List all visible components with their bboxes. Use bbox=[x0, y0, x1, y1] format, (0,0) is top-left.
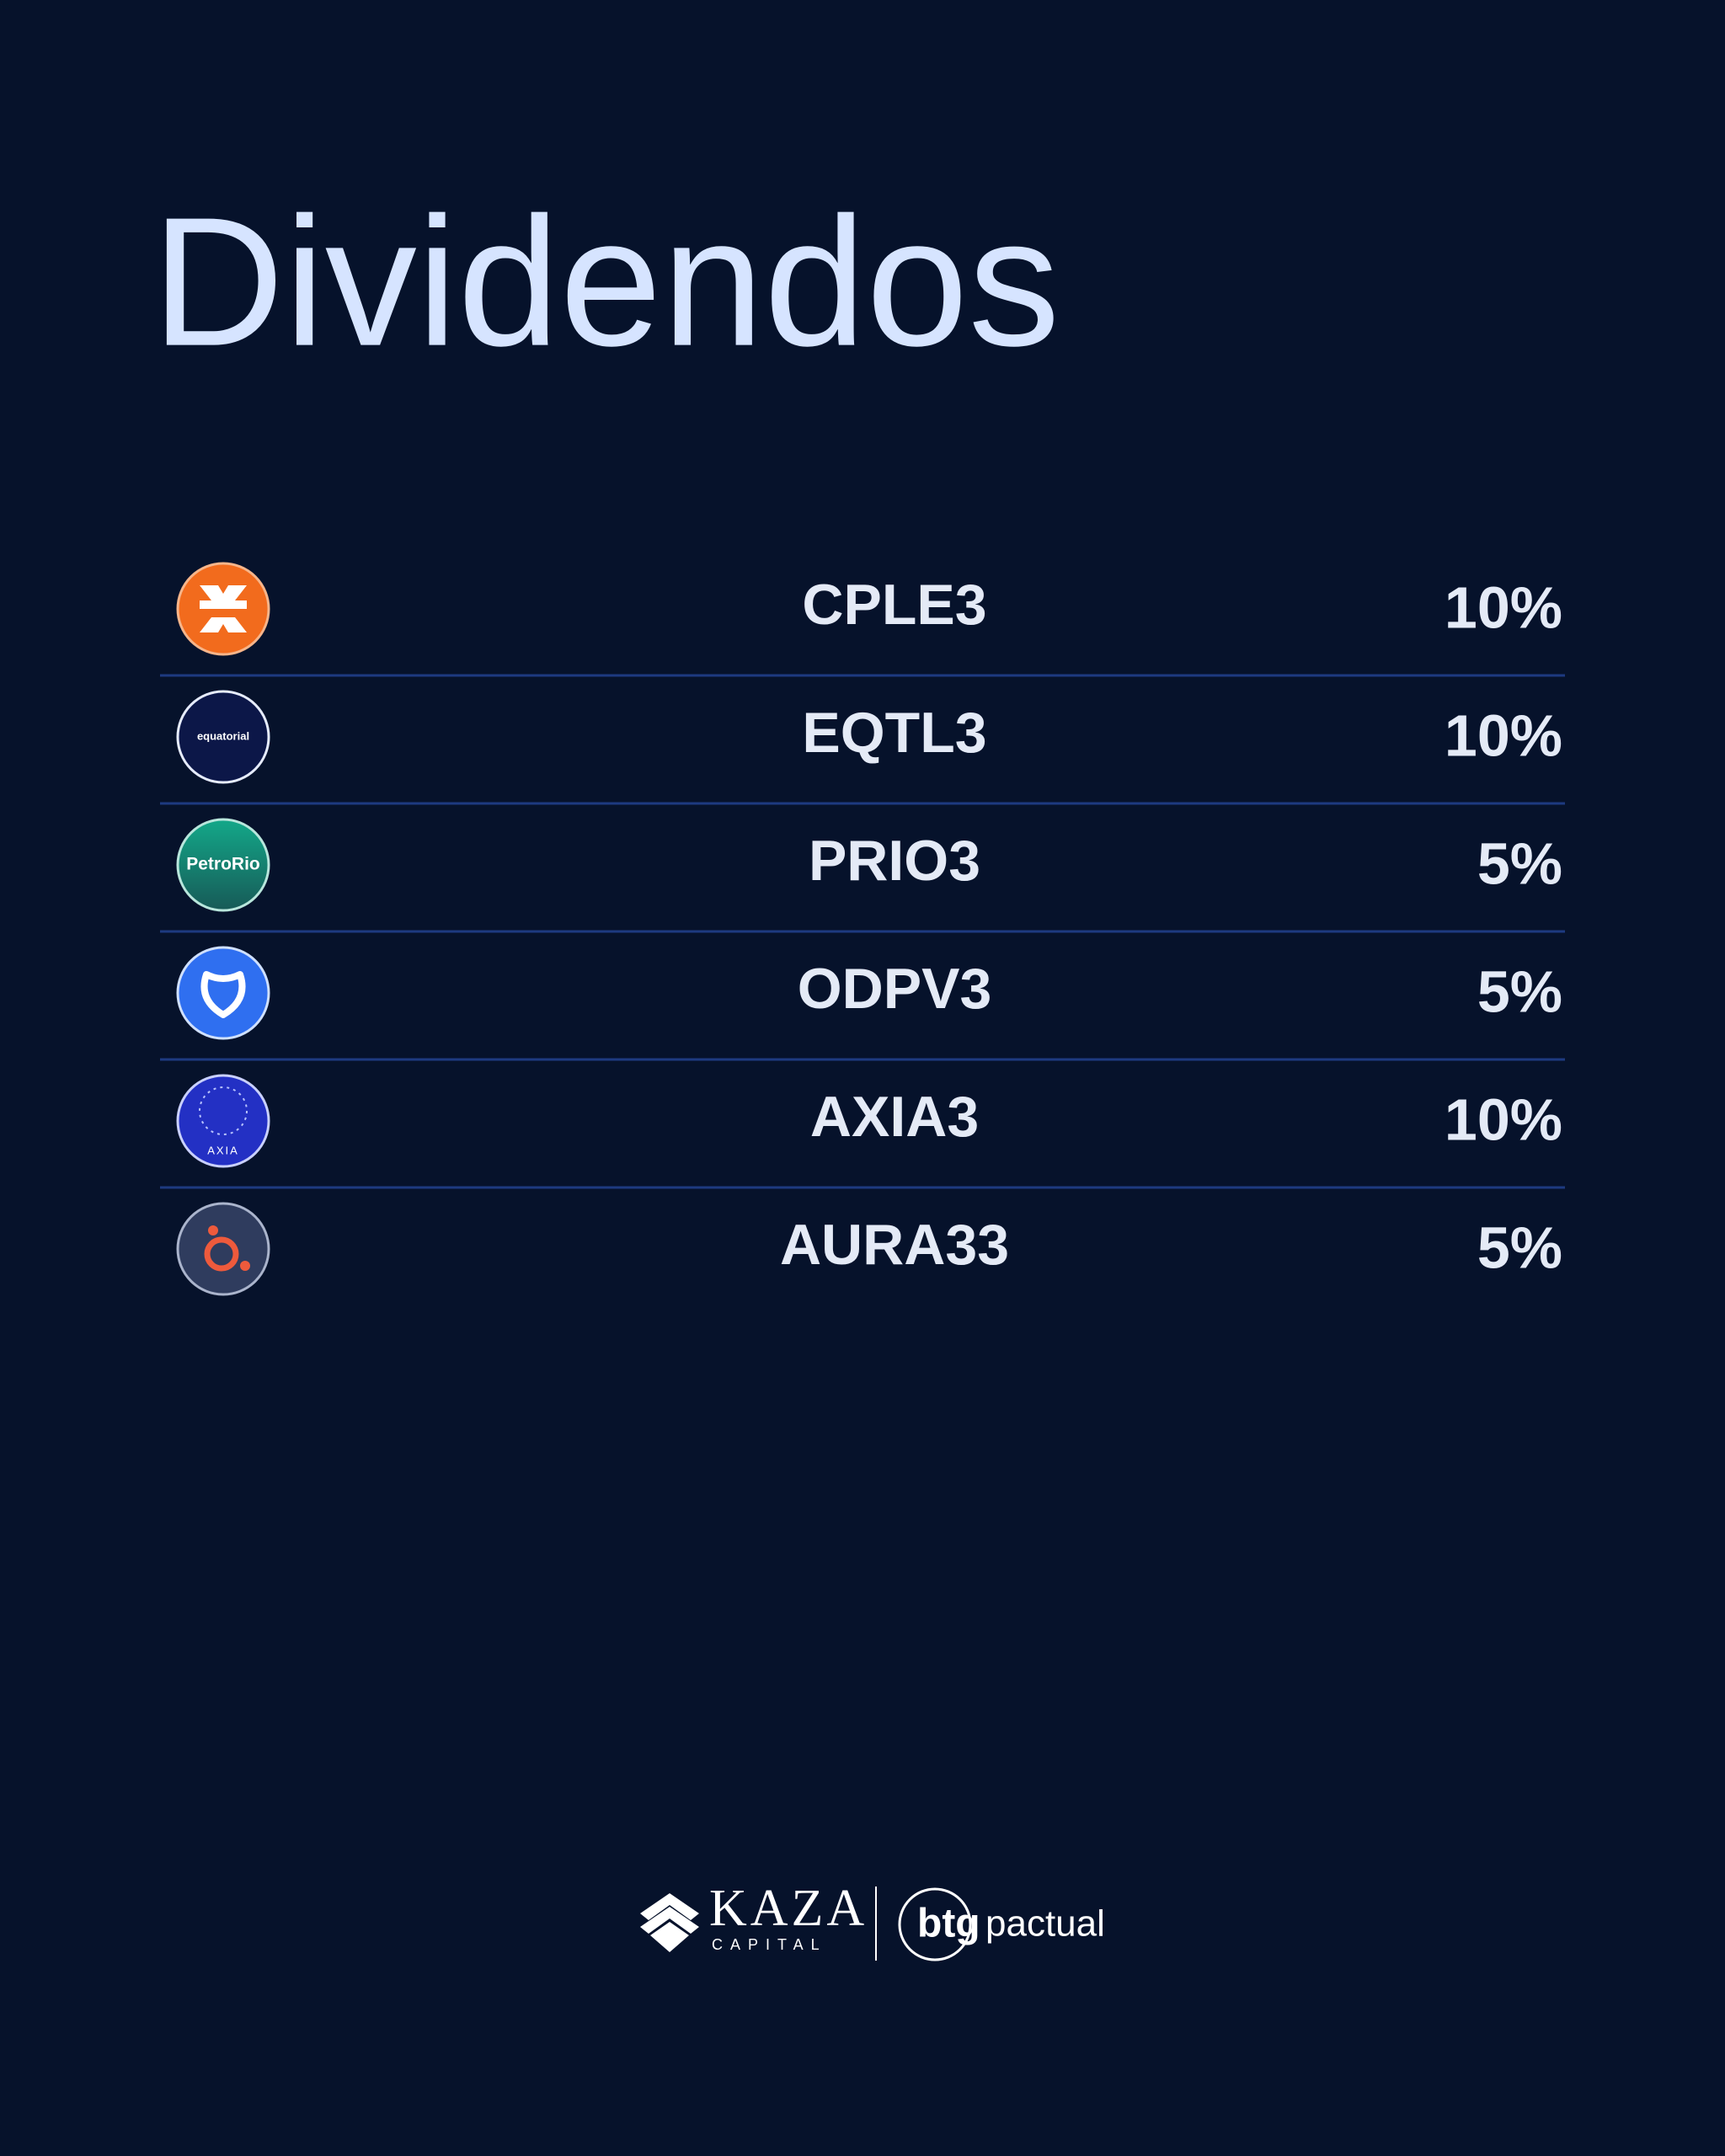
kaza-logo-mark bbox=[640, 1893, 699, 1952]
logo-glyph bbox=[199, 1086, 248, 1135]
ticker: CPLE3 bbox=[802, 573, 986, 637]
logo-glyph bbox=[240, 1261, 250, 1271]
ticker: AURA33 bbox=[780, 1213, 1009, 1277]
logo-badge bbox=[176, 818, 270, 912]
logo-badge bbox=[176, 1074, 270, 1168]
partner-ring bbox=[898, 1887, 972, 1961]
table: CPLE3 10% equatorial EQTL3 10% PetroRio PRIO3 5… bbox=[160, 562, 1565, 1296]
ticker: PRIO3 bbox=[809, 829, 980, 893]
weight: 5% bbox=[1477, 830, 1562, 896]
table-row: AURA33 5% bbox=[176, 1202, 1562, 1296]
logo-badge bbox=[176, 946, 270, 1040]
ticker: ODPV3 bbox=[798, 957, 992, 1021]
table-row: ODPV3 5% bbox=[160, 946, 1565, 1061]
weight: 5% bbox=[1477, 1214, 1562, 1280]
table-row: AXIA AXIA3 10% bbox=[160, 1074, 1565, 1189]
logo-text: equatorial bbox=[197, 729, 249, 742]
ticker: EQTL3 bbox=[802, 701, 986, 765]
footer-brand-sub: CAPITAL bbox=[712, 1936, 827, 1953]
table-row: PetroRio PRIO3 5% bbox=[160, 818, 1565, 933]
weight: 10% bbox=[1445, 574, 1562, 640]
logo-glyph bbox=[200, 971, 246, 1018]
footer-brand: KAZA bbox=[709, 1880, 868, 1937]
table-row: equatorial EQTL3 10% bbox=[160, 690, 1565, 805]
logo-glyph bbox=[204, 1236, 239, 1272]
weight: 10% bbox=[1445, 702, 1562, 768]
table-row: CPLE3 10% bbox=[160, 562, 1565, 677]
logo-badge bbox=[176, 690, 270, 784]
footer-partner-mark: btg bbox=[917, 1902, 980, 1946]
logo-text: AXIA bbox=[207, 1144, 239, 1156]
footer: KAZA CAPITAL btg pactual bbox=[640, 1880, 1105, 1961]
ticker: AXIA3 bbox=[810, 1085, 979, 1149]
logo-text: PetroRio bbox=[186, 855, 260, 874]
footer-partner-name: pactual bbox=[985, 1903, 1105, 1945]
logo-badge bbox=[176, 1202, 270, 1296]
weight: 5% bbox=[1477, 958, 1562, 1024]
page-title: Dividendos bbox=[152, 180, 1060, 385]
weight: 10% bbox=[1445, 1086, 1562, 1152]
logo-glyph bbox=[200, 585, 247, 632]
logo-glyph bbox=[208, 1225, 218, 1235]
